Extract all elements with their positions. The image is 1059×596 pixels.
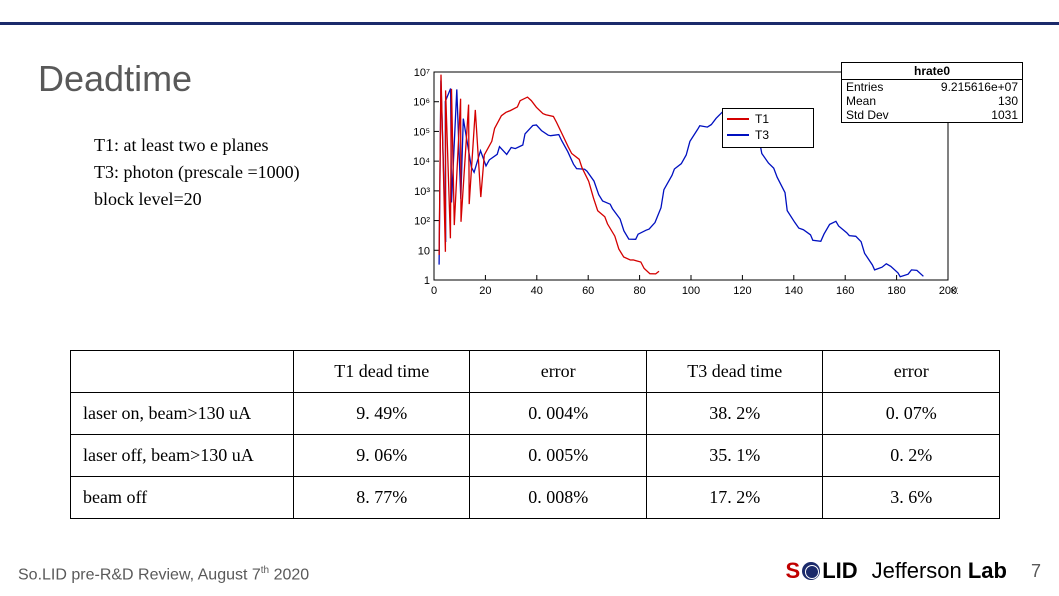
stats-row: Mean 130: [842, 94, 1022, 108]
stats-value: 1031: [991, 108, 1018, 122]
subtext-line: T3: photon (prescale =1000): [94, 159, 300, 186]
footer-sup: th: [261, 565, 269, 576]
table-cell: 9. 49%: [293, 393, 470, 435]
table-header: error: [823, 351, 1000, 393]
footer-text: So.LID pre-R&D Review, August 7: [18, 566, 261, 583]
svg-text:20: 20: [479, 285, 491, 297]
legend-swatch: [727, 118, 749, 120]
stats-label: Mean: [846, 94, 876, 108]
page-title: Deadtime: [38, 58, 192, 100]
table-row: laser off, beam>130 uA9. 06%0. 005%35. 1…: [71, 435, 1000, 477]
page-number: 7: [1031, 561, 1041, 582]
legend-label: T3: [755, 128, 769, 142]
deadtime-table: T1 dead timeerrorT3 dead timeerrorlaser …: [70, 350, 1000, 519]
table-cell: laser off, beam>130 uA: [71, 435, 294, 477]
svg-text:10: 10: [418, 245, 430, 257]
table-cell: 0. 005%: [470, 435, 647, 477]
table-row: beam off8. 77%0. 008%17. 2%3. 6%: [71, 477, 1000, 519]
table-cell: 35. 1%: [646, 435, 823, 477]
svg-text:80: 80: [633, 285, 645, 297]
subtext-block: T1: at least two e planes T3: photon (pr…: [94, 132, 300, 213]
table-header: T1 dead time: [293, 351, 470, 393]
stats-title: hrate0: [842, 63, 1022, 80]
svg-text:60: 60: [582, 285, 594, 297]
svg-text:160: 160: [836, 285, 854, 297]
legend-item: T1: [727, 111, 809, 127]
table-cell: 0. 07%: [823, 393, 1000, 435]
table-cell: 0. 008%: [470, 477, 647, 519]
legend-item: T3: [727, 127, 809, 143]
svg-text:10⁶: 10⁶: [413, 97, 430, 109]
table-cell: beam off: [71, 477, 294, 519]
subtext-line: T1: at least two e planes: [94, 132, 300, 159]
footer-left: So.LID pre-R&D Review, August 7th 2020: [18, 565, 309, 584]
table-row: laser on, beam>130 uA9. 49%0. 004%38. 2%…: [71, 393, 1000, 435]
table-cell: 38. 2%: [646, 393, 823, 435]
svg-text:1: 1: [424, 275, 430, 287]
svg-text:10³: 10³: [414, 186, 430, 198]
table-header: error: [470, 351, 647, 393]
stats-label: Std Dev: [846, 108, 889, 122]
svg-text:10⁷: 10⁷: [414, 67, 430, 79]
stats-value: 130: [998, 94, 1018, 108]
top-rule: [0, 22, 1059, 25]
table-cell: 0. 004%: [470, 393, 647, 435]
svg-text:×10³: ×10³: [950, 285, 958, 297]
svg-text:180: 180: [887, 285, 905, 297]
stats-value: 9.215616e+07: [941, 80, 1018, 94]
table-header: T3 dead time: [646, 351, 823, 393]
svg-text:10⁵: 10⁵: [413, 126, 430, 138]
svg-text:100: 100: [682, 285, 700, 297]
chart-legend: T1 T3: [722, 108, 814, 148]
table-cell: 9. 06%: [293, 435, 470, 477]
footer-right: SLID Jefferson Lab 7: [786, 558, 1042, 584]
svg-text:40: 40: [531, 285, 543, 297]
table-cell: 17. 2%: [646, 477, 823, 519]
jlab-logo: Jefferson Lab: [872, 558, 1007, 584]
solid-logo: SLID: [786, 558, 858, 584]
svg-text:120: 120: [733, 285, 751, 297]
table-cell: laser on, beam>130 uA: [71, 393, 294, 435]
svg-text:140: 140: [785, 285, 803, 297]
footer: So.LID pre-R&D Review, August 7th 2020 S…: [18, 558, 1041, 584]
subtext-line: block level=20: [94, 186, 300, 213]
legend-swatch: [727, 134, 749, 136]
svg-text:10⁴: 10⁴: [413, 156, 430, 168]
stats-row: Entries 9.215616e+07: [842, 80, 1022, 94]
stats-row: Std Dev 1031: [842, 108, 1022, 122]
svg-text:0: 0: [431, 285, 437, 297]
legend-label: T1: [755, 112, 769, 126]
svg-text:10²: 10²: [414, 216, 430, 228]
footer-text: 2020: [269, 566, 309, 583]
stats-box: hrate0 Entries 9.215616e+07 Mean 130 Std…: [841, 62, 1023, 123]
table-header: [71, 351, 294, 393]
table-cell: 3. 6%: [823, 477, 1000, 519]
table-cell: 8. 77%: [293, 477, 470, 519]
table-cell: 0. 2%: [823, 435, 1000, 477]
stats-label: Entries: [846, 80, 883, 94]
